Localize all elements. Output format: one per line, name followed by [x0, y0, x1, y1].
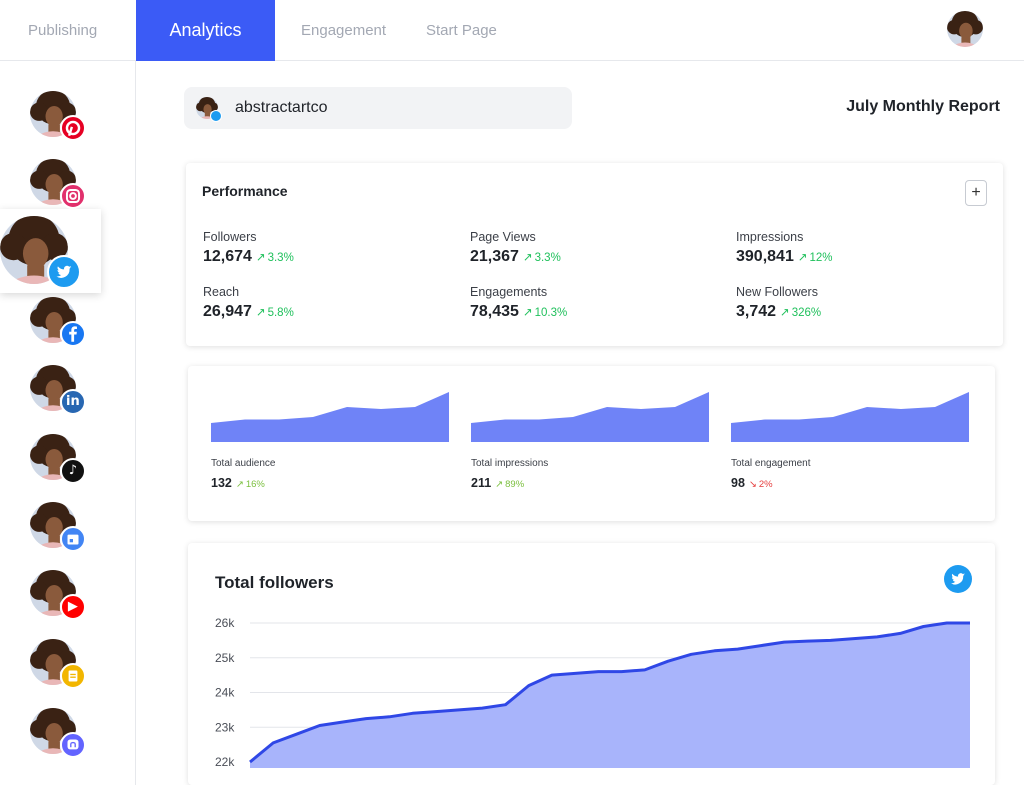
- metric-label: Page Views: [470, 230, 536, 244]
- metric-engagements: Engagements 78,435 ↗ 10.3%: [470, 285, 567, 321]
- sparkline-engagement: [731, 392, 969, 442]
- mini-chart-change: 2%: [758, 479, 773, 490]
- tab-analytics[interactable]: Analytics: [136, 0, 275, 61]
- tiktok-icon: ♪: [59, 457, 86, 484]
- account-tiktok[interactable]: ♪: [30, 434, 89, 484]
- y-tick-label: 22k: [215, 755, 235, 769]
- metric-label: Engagements: [470, 285, 548, 299]
- mini-chart-value: 98: [731, 476, 745, 490]
- metric-page-views: Page Views 21,367 ↗ 3.3%: [470, 230, 561, 266]
- start-page-icon: [59, 662, 86, 689]
- metric-change: 12%: [809, 252, 833, 264]
- account-linkedin[interactable]: in: [30, 365, 89, 415]
- metric-value: 3,742: [736, 303, 777, 320]
- metric-value: 26,947: [203, 303, 252, 320]
- account-facebook[interactable]: [30, 297, 89, 347]
- performance-title: Performance: [202, 183, 288, 199]
- trend-up-icon: ↗: [495, 479, 504, 490]
- twitter-icon: [210, 110, 222, 122]
- tab-engagement[interactable]: Engagement: [301, 22, 387, 39]
- sparkline-area: [471, 392, 709, 442]
- metric-new-followers: New Followers 3,742 ↗ 326%: [736, 285, 821, 321]
- account-google-business[interactable]: [30, 502, 89, 552]
- trend-up-icon: ↗: [780, 307, 790, 319]
- chart-title: Total followers: [215, 573, 334, 592]
- add-metric-button[interactable]: +: [965, 180, 987, 206]
- sparkline-area: [211, 392, 449, 442]
- google-business-icon: [59, 525, 86, 552]
- mini-chart-label: Total engagement: [731, 458, 811, 469]
- account-pinterest[interactable]: [30, 91, 89, 141]
- youtube-icon: ▶: [59, 593, 86, 620]
- instagram-icon: [59, 182, 86, 209]
- mini-chart-label: Total audience: [211, 458, 276, 469]
- mini-chart-value: 211: [471, 476, 492, 490]
- mini-chart-change: 89%: [505, 479, 525, 490]
- tab-publishing[interactable]: Publishing: [28, 22, 98, 39]
- account-start-page[interactable]: [30, 639, 89, 689]
- trend-up-icon: ↗: [255, 307, 266, 319]
- pinterest-icon: [59, 114, 86, 141]
- y-tick-label: 25k: [215, 651, 235, 665]
- metric-label: Followers: [203, 230, 257, 244]
- trend-up-icon: ↗: [235, 479, 244, 490]
- mastodon-icon: [59, 731, 86, 758]
- metric-value: 21,367: [470, 248, 519, 265]
- twitter-icon: [46, 255, 81, 290]
- metric-reach: Reach 26,947 ↗ 5.8%: [203, 285, 294, 321]
- sparkline-impressions: [471, 392, 709, 442]
- report-title: July Monthly Report: [846, 98, 1000, 115]
- trend-up-icon: ↗: [522, 252, 533, 264]
- metric-value: 390,841: [736, 248, 794, 265]
- mini-chart-audience: Total audience 132 ↗ 16%: [211, 392, 449, 490]
- metric-change: 10.3%: [534, 307, 568, 319]
- tab-start-page[interactable]: Start Page: [426, 22, 497, 39]
- metric-change: 326%: [791, 307, 822, 319]
- sparkline-audience: [211, 392, 449, 442]
- mini-chart-value: 132: [211, 476, 232, 490]
- trend-up-icon: ↗: [522, 307, 533, 319]
- account-youtube[interactable]: ▶: [30, 570, 89, 620]
- summary-charts-card: Total audience 132 ↗ 16% Total impressions…: [188, 366, 995, 521]
- account-handle: abstractartco: [235, 99, 328, 116]
- account-twitter[interactable]: [0, 216, 85, 290]
- accounts-sidebar: in ♪ ▶: [0, 61, 136, 785]
- metric-impressions: Impressions 390,841 ↗ 12%: [736, 230, 833, 266]
- y-tick-label: 23k: [215, 720, 235, 734]
- followers-area: [250, 623, 970, 768]
- metric-value: 12,674: [203, 248, 252, 265]
- y-tick-label: 24k: [215, 686, 235, 700]
- metric-followers: Followers 12,674 ↗ 3.3%: [203, 230, 294, 266]
- mini-chart-impressions: Total impressions 211 ↗ 89%: [471, 392, 709, 490]
- followers-line: [249, 621, 970, 764]
- followers-area-chart: 26k 25k 24k 23k 22k: [215, 616, 970, 769]
- twitter-icon: [944, 565, 972, 593]
- mini-chart-change: 16%: [245, 479, 265, 490]
- mini-chart-label: Total impressions: [471, 458, 549, 469]
- trend-up-icon: ↗: [255, 252, 266, 264]
- metric-change: 3.3%: [534, 252, 561, 264]
- metric-label: Reach: [203, 285, 240, 299]
- mini-chart-engagement: Total engagement 98 ↘ 2%: [731, 392, 969, 490]
- facebook-icon: [59, 320, 86, 347]
- sparkline-area: [731, 392, 969, 442]
- trend-up-icon: ↗: [797, 252, 808, 264]
- account-mastodon[interactable]: [30, 708, 89, 758]
- performance-card: Performance + Followers 12,674 ↗ 3.3% Page…: [186, 163, 1003, 346]
- user-avatar[interactable]: [947, 11, 983, 47]
- trend-down-icon: ↘: [748, 479, 757, 490]
- top-navigation: Publishing Analytics Engagement Start Pa…: [0, 0, 1024, 61]
- metric-label: Impressions: [736, 230, 804, 244]
- account-instagram[interactable]: [30, 159, 89, 209]
- linkedin-icon: in: [59, 388, 86, 415]
- metric-value: 78,435: [470, 303, 519, 320]
- metric-change: 5.8%: [267, 307, 294, 319]
- y-tick-label: 26k: [215, 616, 235, 630]
- metric-change: 3.3%: [267, 252, 294, 264]
- metric-label: New Followers: [736, 285, 818, 299]
- account-selector[interactable]: abstractartco: [184, 87, 572, 129]
- total-followers-card: Total followers 26k 25k 24k 23k 22k: [188, 543, 995, 785]
